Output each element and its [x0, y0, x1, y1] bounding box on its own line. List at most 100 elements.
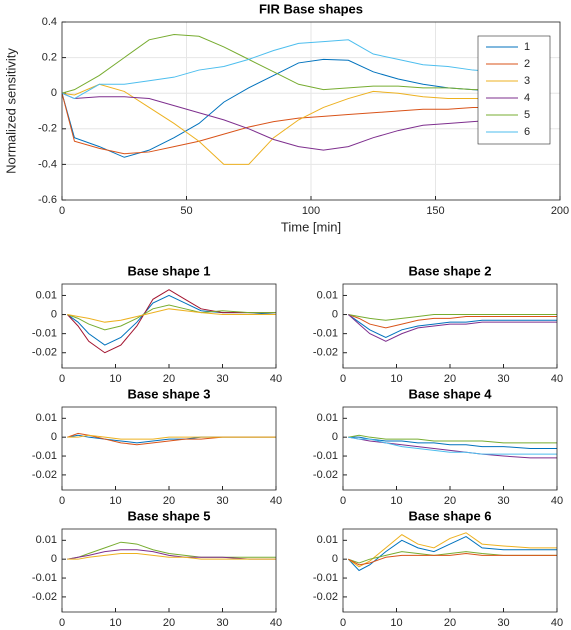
chart-title: Base shape 2 — [408, 263, 491, 278]
line-series — [62, 93, 548, 155]
y-tick-label: 0 — [51, 87, 57, 99]
plot-area — [343, 407, 557, 490]
y-axis-label: Normalized sensitivity — [3, 48, 18, 174]
x-tick-label: 20 — [444, 373, 456, 385]
y-tick-label: 0 — [332, 553, 338, 565]
x-tick-label: 20 — [163, 617, 175, 629]
y-tick-label: -0.02 — [313, 591, 338, 603]
plot-area — [62, 284, 276, 368]
line-series — [348, 532, 557, 568]
x-tick-label: 0 — [340, 495, 346, 507]
line-series — [66, 289, 276, 354]
axes-box — [342, 406, 558, 491]
line-series — [348, 314, 557, 342]
line-series — [67, 304, 276, 331]
line-series — [348, 436, 557, 455]
x-tick-label: 150 — [426, 205, 444, 217]
y-tick-label: 0.01 — [317, 289, 338, 301]
x-tick-label: 0 — [340, 373, 346, 385]
plot-area — [343, 284, 557, 368]
y-tick-label: 0.2 — [42, 52, 57, 64]
y-tick-label: -0.01 — [313, 450, 338, 462]
y-tick-label: -0.02 — [313, 469, 338, 481]
chart-title: Base shape 4 — [408, 386, 492, 401]
y-tick-label: 0.01 — [36, 534, 57, 546]
line-series — [62, 92, 548, 151]
x-tick-label: 10 — [390, 617, 402, 629]
x-axis-label: Time [min] — [281, 219, 341, 234]
x-tick-label: 30 — [497, 495, 509, 507]
axes-box — [342, 283, 558, 369]
line-series — [348, 434, 557, 444]
y-tick-label: 0 — [332, 431, 338, 443]
y-tick-label: 0.01 — [317, 534, 338, 546]
x-tick-label: 10 — [390, 495, 402, 507]
x-tick-label: 10 — [109, 617, 121, 629]
y-tick-label: -0.01 — [313, 572, 338, 584]
y-tick-label: -0.6 — [38, 194, 57, 206]
chart-title: FIR Base shapes — [259, 1, 363, 16]
axes-box — [61, 21, 561, 201]
line-series — [67, 553, 276, 560]
chart-title: Base shape 6 — [408, 508, 491, 523]
line-series — [62, 33, 548, 94]
x-tick-label: 0 — [340, 617, 346, 629]
x-tick-label: 40 — [551, 495, 563, 507]
chart-title: Base shape 1 — [127, 263, 210, 278]
legend-label: 4 — [524, 92, 530, 104]
x-tick-label: 10 — [109, 373, 121, 385]
x-tick-label: 0 — [59, 373, 65, 385]
x-tick-label: 10 — [109, 495, 121, 507]
axes-box — [61, 528, 277, 613]
legend-label: 2 — [524, 58, 530, 70]
x-tick-label: 40 — [551, 373, 563, 385]
x-tick-label: 30 — [497, 373, 509, 385]
y-tick-label: -0.02 — [313, 347, 338, 359]
x-tick-label: 40 — [270, 617, 282, 629]
x-tick-label: 50 — [180, 205, 192, 217]
x-tick-label: 30 — [216, 617, 228, 629]
y-tick-label: 0.4 — [42, 16, 57, 28]
legend-label: 3 — [524, 75, 530, 87]
y-tick-label: -0.01 — [32, 572, 57, 584]
y-tick-label: -0.02 — [32, 469, 57, 481]
x-tick-label: 20 — [444, 495, 456, 507]
y-tick-label: -0.01 — [32, 328, 57, 340]
y-tick-label: -0.01 — [32, 450, 57, 462]
line-series — [348, 436, 557, 459]
line-series — [67, 549, 276, 560]
axes-box — [342, 528, 558, 613]
line-series — [62, 83, 548, 165]
x-tick-label: 40 — [270, 495, 282, 507]
chart-title: Base shape 5 — [127, 508, 210, 523]
y-tick-label: 0.01 — [317, 412, 338, 424]
axes-box — [61, 283, 277, 369]
legend-box — [477, 35, 551, 145]
x-tick-label: 10 — [390, 373, 402, 385]
legend-label: 1 — [524, 41, 530, 53]
y-tick-label: 0.01 — [36, 289, 57, 301]
line-series — [347, 535, 557, 572]
x-tick-label: 20 — [163, 495, 175, 507]
line-series — [348, 314, 557, 339]
plot-area — [343, 529, 557, 612]
plot-area — [62, 529, 276, 612]
x-tick-label: 20 — [163, 373, 175, 385]
y-tick-label: 0 — [51, 308, 57, 320]
y-tick-label: -0.4 — [38, 158, 57, 170]
chart-title: Base shape 3 — [127, 386, 210, 401]
x-tick-label: 40 — [551, 617, 563, 629]
line-series — [67, 308, 276, 323]
plot-area — [62, 407, 276, 490]
x-tick-label: 100 — [302, 205, 320, 217]
x-tick-label: 0 — [59, 205, 65, 217]
y-tick-label: -0.2 — [38, 123, 57, 135]
x-tick-label: 20 — [444, 617, 456, 629]
legend-label: 6 — [524, 126, 530, 138]
y-tick-label: -0.02 — [32, 347, 57, 359]
y-tick-label: -0.02 — [32, 591, 57, 603]
y-tick-label: -0.01 — [313, 328, 338, 340]
line-series — [67, 434, 276, 440]
x-tick-label: 30 — [216, 495, 228, 507]
